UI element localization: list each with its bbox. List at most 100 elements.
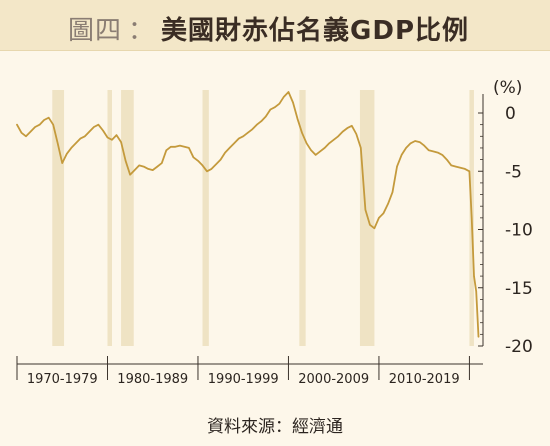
data-point [396,165,398,168]
data-point [251,128,253,130]
data-point [305,142,308,144]
x-decade-label: 1990-1999 [208,372,279,387]
data-point [450,164,452,167]
data-point [242,135,244,137]
y-tick-label: -5 [505,162,522,182]
data-point [468,170,471,172]
data-point [247,132,249,134]
data-point [52,124,54,126]
data-point [34,126,36,128]
data-point [134,169,136,171]
data-point [301,132,303,134]
data-point [75,142,77,144]
data-point [260,120,262,122]
data-point [138,164,140,167]
data-point [419,141,421,143]
y-tick-label: -20 [505,337,533,357]
recession-band-5 [299,90,306,346]
x-decade-label: 1970-1979 [27,372,98,387]
data-point [464,168,466,170]
data-point [360,147,362,149]
data-point [48,117,50,119]
data-point [43,119,45,121]
data-point [296,118,299,120]
data-point [201,164,204,167]
data-point [459,167,461,169]
data-point [342,131,344,133]
x-decade-label: 2000-2009 [298,372,369,387]
data-point [324,147,326,149]
data-point [165,149,167,151]
data-point [188,147,190,149]
title-main: 美國財赤佔名義GDP比例 [161,16,470,46]
data-point [197,160,199,162]
data-point [129,174,131,176]
data-point [16,124,18,126]
y-tick-label: -10 [505,221,533,241]
recession-band-4 [202,90,209,346]
source-note: 資料來源：經濟通 [207,417,343,437]
unit-label: (%) [493,78,522,98]
data-point [278,103,281,105]
data-point [414,140,416,142]
data-point [292,101,294,104]
data-point [364,209,366,211]
data-point [88,131,90,133]
data-point [156,165,158,168]
data-point [319,150,321,153]
data-point [473,275,475,277]
data-point [183,146,185,148]
y-tick-label: 0 [505,104,516,124]
recession-band-2 [107,90,113,346]
recession-bands [52,90,474,346]
data-point [287,91,290,93]
data-point [29,131,32,133]
data-point [25,135,27,137]
title-prefix: 圖四 [68,16,123,46]
data-point [206,170,208,172]
data-point [351,125,353,127]
data-point [274,106,276,108]
data-point [477,336,480,338]
y-tick-label: -15 [505,279,533,299]
data-point [143,165,145,168]
data-point [170,146,172,148]
data-point [333,139,335,141]
data-point [152,169,154,171]
data-point [70,147,72,149]
data-point [432,150,434,153]
data-point [391,191,394,193]
data-point [79,138,81,140]
data-point [39,124,41,126]
data-point [315,154,317,156]
data-point [446,159,448,161]
data-point [179,145,181,147]
data-point [283,96,285,98]
x-decade-label: 1980-1989 [117,372,188,387]
data-point [219,159,222,161]
chart-title: 圖四：美國財赤佔名義GDP比例 [68,10,469,47]
data-point [238,138,240,140]
data-point [455,165,457,168]
title-bar: 圖四：美國財赤佔名義GDP比例 [0,0,550,51]
axes: 0 -5 -10 -15 -20 1970-1979 1980-1989 1990-1999 2… [16,94,533,387]
data-point [423,145,425,147]
data-point [475,290,477,292]
data-point [97,124,100,126]
recession-band-1 [52,90,65,346]
data-point [120,141,122,143]
data-point [192,156,195,158]
data-point [57,142,59,144]
data-point [84,135,86,137]
data-point [106,136,109,139]
data-point [124,160,127,162]
data-point [215,163,217,165]
data-point [20,132,23,134]
data-point [378,217,380,219]
deficit-line-chart: 0 -5 -10 -15 -20 1970-1979 1980-1989 1990-1999 2… [16,78,533,387]
data-point [115,134,118,136]
data-point [161,162,163,164]
data-point [224,152,226,154]
data-point [369,224,371,226]
data-point [346,127,348,129]
